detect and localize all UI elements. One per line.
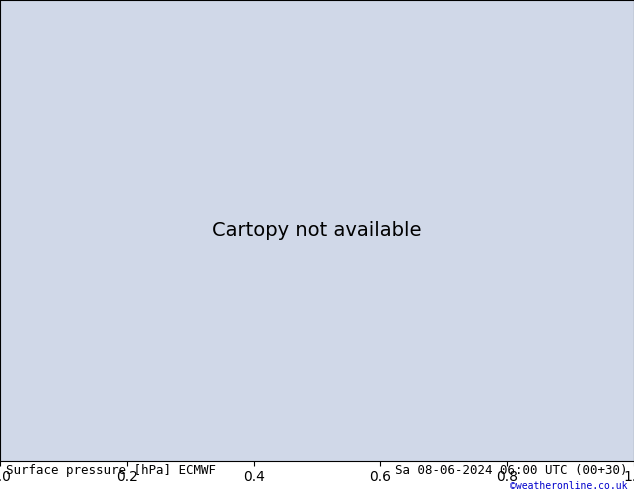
Text: Sa 08-06-2024 06:00 UTC (00+30): Sa 08-06-2024 06:00 UTC (00+30) [395, 465, 628, 477]
Text: Surface pressure [hPa] ECMWF: Surface pressure [hPa] ECMWF [6, 465, 216, 477]
Text: Cartopy not available: Cartopy not available [212, 221, 422, 240]
Text: ©weatheronline.co.uk: ©weatheronline.co.uk [510, 481, 628, 490]
